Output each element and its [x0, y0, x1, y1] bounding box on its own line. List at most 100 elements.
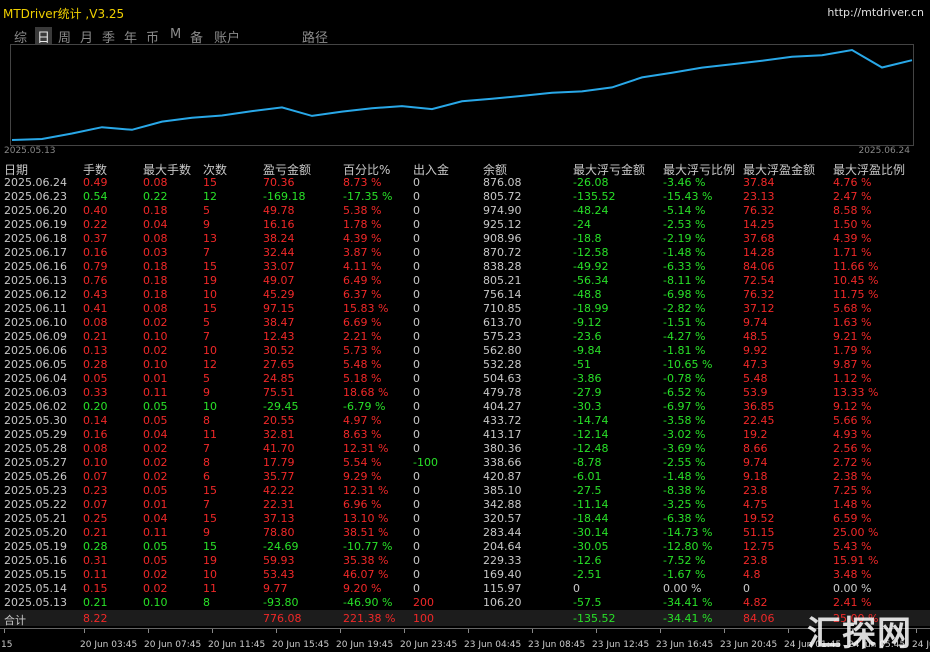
tab[interactable]: 路径 — [302, 31, 329, 46]
table-cell: 2025.05.23 — [4, 484, 67, 497]
table-cell: 15 — [203, 512, 217, 525]
equity-curve — [10, 44, 914, 146]
table-cell: 0.03 — [143, 246, 168, 259]
table-cell: 805.72 — [483, 190, 522, 203]
table-cell: 27.65 — [263, 358, 295, 371]
table-cell: 5.18 % — [343, 372, 382, 385]
table-cell: 0 — [413, 498, 420, 511]
total-cell: -135.52 — [573, 612, 616, 625]
table-cell: 0.16 — [83, 246, 108, 259]
table-cell: -9.84 — [573, 344, 602, 357]
table-cell: 1.63 % — [833, 316, 872, 329]
tab[interactable]: 账户 — [214, 31, 241, 46]
table-cell: 12.75 — [743, 540, 775, 553]
table-cell: 7 — [203, 442, 210, 455]
table-cell: -6.33 % — [663, 260, 706, 273]
table-cell: -3.58 % — [663, 414, 706, 427]
table-cell: 0.43 — [83, 288, 108, 301]
table-cell: 38.51 % — [343, 526, 389, 539]
table-cell: 2025.06.17 — [4, 246, 67, 259]
table-cell: 0.79 — [83, 260, 108, 273]
table-cell: 2025.06.16 — [4, 260, 67, 273]
table-cell: 46.07 % — [343, 568, 389, 581]
table-cell: 19 — [203, 274, 217, 287]
tab[interactable]: 月 — [80, 31, 94, 46]
tab[interactable]: 备 — [190, 31, 204, 46]
table-cell: 41.70 — [263, 442, 295, 455]
table-cell: 0.05 — [143, 484, 168, 497]
table-cell: 49.78 — [263, 204, 295, 217]
time-tick — [468, 629, 469, 633]
table-cell: -57.5 — [573, 596, 602, 609]
table-cell: 0.08 — [83, 442, 108, 455]
table-cell: 8 — [203, 596, 210, 609]
table-cell: 342.88 — [483, 498, 522, 511]
table-cell: 2025.06.04 — [4, 372, 67, 385]
table-cell: 2025.06.23 — [4, 190, 67, 203]
table-cell: 6.69 % — [343, 316, 382, 329]
watermark: 汇探网 — [807, 614, 912, 652]
tab[interactable]: 年 — [124, 31, 138, 46]
tab[interactable]: M — [170, 27, 182, 42]
table-cell: 2.41 % — [833, 596, 872, 609]
table-cell: 2025.05.13 — [4, 596, 67, 609]
table-cell: 0.05 — [83, 372, 108, 385]
table-cell: 2025.05.26 — [4, 470, 67, 483]
table-cell: 925.12 — [483, 218, 522, 231]
table-cell: 106.20 — [483, 596, 522, 609]
table-cell: 2025.06.09 — [4, 330, 67, 343]
tab[interactable]: 周 — [58, 31, 72, 46]
table-cell: 2025.06.05 — [4, 358, 67, 371]
column-header: 出入金 — [413, 163, 450, 177]
table-cell: -30.05 — [573, 540, 609, 553]
table-cell: -18.44 — [573, 512, 609, 525]
table-cell: 2025.05.27 — [4, 456, 67, 469]
table-cell: 0.31 — [83, 554, 108, 567]
table-cell: 2025.05.28 — [4, 442, 67, 455]
table-cell: 2025.06.13 — [4, 274, 67, 287]
table-cell: 30.52 — [263, 344, 295, 357]
table-cell: 5.48 % — [343, 358, 382, 371]
column-header: 最大浮盈金额 — [743, 163, 816, 177]
tab[interactable]: 日 — [35, 27, 53, 46]
total-cell: 776.08 — [263, 612, 302, 625]
table-cell: -1.48 % — [663, 470, 706, 483]
table-cell: -56.34 — [573, 274, 609, 287]
table-cell: 0 — [743, 582, 750, 595]
total-cell: 合计 — [4, 614, 26, 627]
table-cell: 10.45 % — [833, 274, 879, 287]
table-cell: 283.44 — [483, 526, 522, 539]
table-cell: -6.98 % — [663, 288, 706, 301]
table-cell: 0 — [413, 428, 420, 441]
table-cell: 6.37 % — [343, 288, 382, 301]
table-cell: -10.77 % — [343, 540, 393, 553]
table-cell: 2025.06.18 — [4, 232, 67, 245]
table-cell: 53.43 — [263, 568, 295, 581]
table-cell: 8 — [203, 414, 210, 427]
tab[interactable]: 币 — [146, 31, 160, 46]
table-cell: 0 — [413, 386, 420, 399]
table-cell: 0.01 — [143, 498, 168, 511]
table-cell: 0.02 — [143, 442, 168, 455]
table-cell: 0.21 — [83, 330, 108, 343]
time-tick — [276, 629, 277, 633]
table-cell: 0 — [413, 512, 420, 525]
table-cell: 12.43 — [263, 330, 295, 343]
table-cell: 6.96 % — [343, 498, 382, 511]
table-cell: 10 — [203, 344, 217, 357]
total-row-bg — [0, 610, 930, 626]
table-cell: 0 — [413, 568, 420, 581]
column-header: 次数 — [203, 163, 228, 177]
table-cell: 1.12 % — [833, 372, 872, 385]
table-cell: 3.48 % — [833, 568, 872, 581]
table-cell: 47.3 — [743, 358, 768, 371]
table-cell: 2025.06.11 — [4, 302, 67, 315]
table-cell: -2.51 — [573, 568, 602, 581]
table-cell: 0 — [413, 274, 420, 287]
url[interactable]: http://mtdriver.cn — [827, 6, 924, 19]
table-cell: 838.28 — [483, 260, 522, 273]
curve-end: 2025.06.24 — [858, 146, 910, 156]
tab[interactable]: 季 — [102, 31, 116, 46]
tab[interactable]: 综 — [14, 31, 28, 46]
table-cell: 24.85 — [263, 372, 295, 385]
